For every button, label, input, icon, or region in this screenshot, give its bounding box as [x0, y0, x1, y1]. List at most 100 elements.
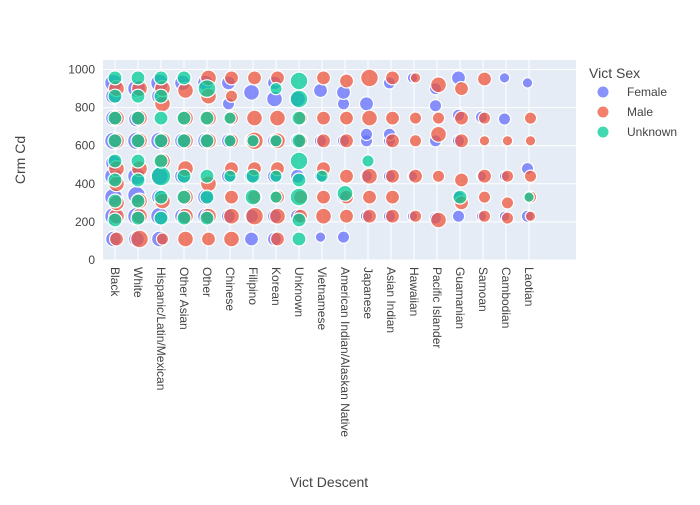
- data-point[interactable]: [176, 168, 192, 184]
- data-point[interactable]: [245, 168, 261, 184]
- data-point[interactable]: [523, 111, 538, 125]
- data-point[interactable]: [476, 71, 493, 87]
- data-point[interactable]: [269, 207, 287, 225]
- data-point[interactable]: [108, 231, 125, 247]
- data-point[interactable]: [500, 196, 515, 210]
- data-point[interactable]: [153, 110, 169, 126]
- data-point[interactable]: [130, 153, 146, 169]
- data-point[interactable]: [408, 111, 423, 125]
- data-point[interactable]: [384, 189, 401, 205]
- data-point[interactable]: [197, 79, 217, 98]
- data-point[interactable]: [246, 70, 263, 86]
- data-point[interactable]: [477, 190, 492, 204]
- data-point[interactable]: [223, 189, 240, 205]
- data-point[interactable]: [176, 133, 192, 149]
- data-point[interactable]: [453, 133, 470, 149]
- data-point[interactable]: [314, 231, 327, 243]
- data-point[interactable]: [500, 211, 515, 225]
- data-point[interactable]: [312, 82, 329, 99]
- data-point[interactable]: [223, 134, 237, 148]
- data-point[interactable]: [336, 230, 351, 244]
- data-point[interactable]: [130, 229, 149, 249]
- data-point[interactable]: [523, 191, 535, 203]
- data-point[interactable]: [107, 153, 123, 169]
- data-point[interactable]: [289, 89, 309, 109]
- data-point[interactable]: [107, 193, 123, 209]
- data-point[interactable]: [243, 231, 260, 247]
- data-point[interactable]: [107, 133, 123, 149]
- legend-item-male[interactable]: Male: [596, 105, 653, 119]
- data-point[interactable]: [246, 109, 264, 127]
- data-point[interactable]: [453, 110, 470, 126]
- data-point[interactable]: [476, 168, 493, 184]
- data-point[interactable]: [524, 135, 537, 147]
- data-point[interactable]: [199, 133, 215, 149]
- data-point[interactable]: [384, 70, 401, 86]
- data-point[interactable]: [223, 70, 240, 86]
- data-point[interactable]: [107, 70, 123, 86]
- data-point[interactable]: [153, 88, 169, 104]
- data-point[interactable]: [478, 135, 491, 147]
- data-point[interactable]: [315, 207, 333, 225]
- data-point[interactable]: [384, 208, 401, 224]
- data-point[interactable]: [223, 111, 237, 125]
- data-point[interactable]: [177, 230, 195, 248]
- data-point[interactable]: [453, 80, 470, 97]
- data-point[interactable]: [130, 88, 146, 104]
- data-point[interactable]: [176, 189, 192, 205]
- data-point[interactable]: [130, 133, 146, 149]
- data-point[interactable]: [223, 230, 241, 248]
- data-point[interactable]: [361, 154, 375, 168]
- data-point[interactable]: [431, 169, 446, 183]
- data-point[interactable]: [153, 189, 169, 205]
- data-point[interactable]: [359, 127, 374, 141]
- data-point[interactable]: [315, 169, 329, 183]
- data-point[interactable]: [407, 168, 424, 184]
- data-point[interactable]: [315, 110, 332, 126]
- data-point[interactable]: [361, 208, 378, 224]
- data-point[interactable]: [338, 208, 355, 224]
- data-point[interactable]: [130, 110, 146, 126]
- data-point[interactable]: [338, 168, 355, 184]
- data-point[interactable]: [107, 172, 123, 188]
- data-point[interactable]: [224, 89, 239, 103]
- data-point[interactable]: [199, 110, 215, 126]
- data-point[interactable]: [291, 172, 307, 188]
- data-point[interactable]: [451, 209, 466, 223]
- data-point[interactable]: [107, 212, 123, 228]
- data-point[interactable]: [452, 189, 468, 205]
- data-point[interactable]: [338, 133, 355, 149]
- data-point[interactable]: [291, 133, 307, 149]
- data-point[interactable]: [477, 209, 492, 223]
- data-point[interactable]: [199, 189, 215, 205]
- data-point[interactable]: [498, 72, 511, 84]
- data-point[interactable]: [361, 189, 378, 205]
- data-point[interactable]: [269, 81, 283, 96]
- data-point[interactable]: [358, 96, 375, 112]
- data-point[interactable]: [384, 110, 401, 126]
- data-point[interactable]: [291, 212, 307, 228]
- data-point[interactable]: [361, 167, 379, 185]
- data-point[interactable]: [291, 110, 307, 126]
- data-point[interactable]: [153, 153, 169, 169]
- data-point[interactable]: [199, 168, 215, 184]
- data-point[interactable]: [107, 110, 123, 126]
- data-point[interactable]: [409, 72, 422, 84]
- legend-item-female[interactable]: Female: [596, 85, 667, 99]
- data-point[interactable]: [244, 188, 262, 206]
- data-point[interactable]: [384, 168, 401, 184]
- data-point[interactable]: [477, 111, 492, 125]
- data-point[interactable]: [453, 172, 470, 188]
- data-point[interactable]: [153, 70, 169, 86]
- data-point[interactable]: [384, 133, 401, 149]
- data-point[interactable]: [497, 112, 512, 126]
- data-point[interactable]: [408, 134, 423, 148]
- data-point[interactable]: [315, 189, 332, 205]
- data-point[interactable]: [521, 77, 534, 89]
- data-point[interactable]: [269, 134, 283, 148]
- data-point[interactable]: [150, 165, 172, 187]
- data-point[interactable]: [289, 71, 309, 91]
- data-point[interactable]: [408, 209, 423, 223]
- data-point[interactable]: [130, 172, 146, 188]
- legend[interactable]: Vict Sex Female Male Unknown: [589, 65, 677, 139]
